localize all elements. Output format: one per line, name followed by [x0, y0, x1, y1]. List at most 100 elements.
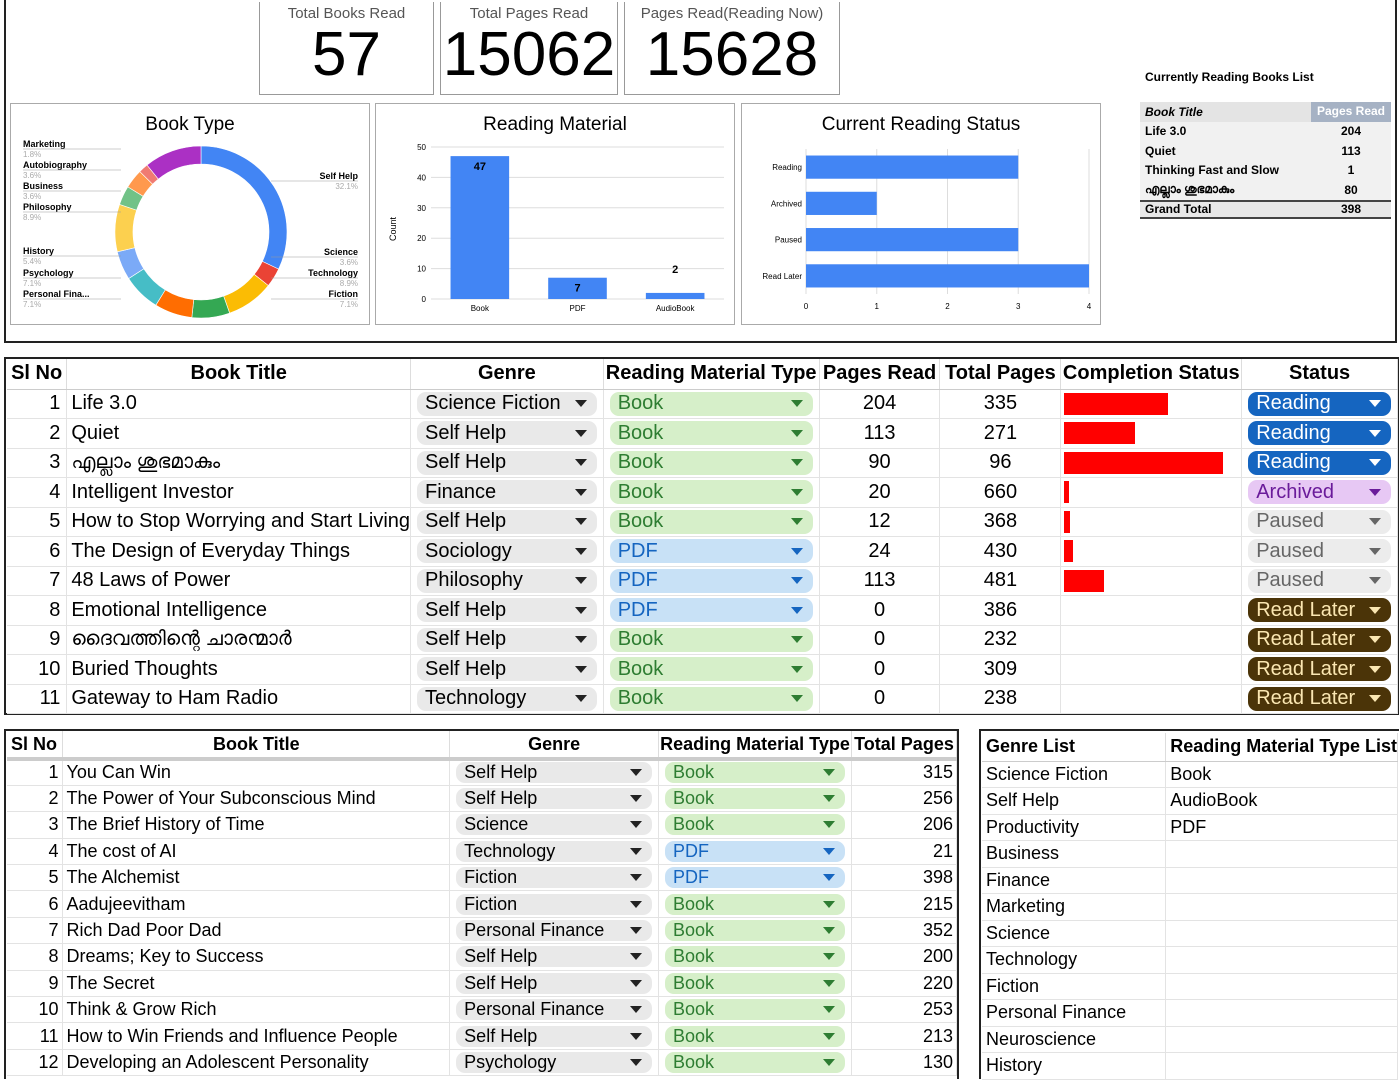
chevron-down-icon[interactable] — [630, 1006, 643, 1014]
genre-dropdown[interactable]: Personal Finance — [456, 999, 653, 1021]
chevron-down-icon[interactable] — [630, 927, 643, 935]
chevron-down-icon[interactable] — [574, 606, 587, 614]
material-type-dropdown[interactable]: Book — [665, 920, 845, 942]
pages-read-cell[interactable]: 0 — [819, 595, 941, 626]
genre-dropdown[interactable]: Philosophy — [417, 568, 597, 593]
chevron-down-icon[interactable] — [823, 979, 835, 987]
genre-list-item[interactable]: Self Help — [982, 787, 1167, 815]
book-title-cell[interactable]: ദൈവത്തിന്റെ ചാരന്മാർ — [66, 625, 412, 655]
material-type-dropdown[interactable]: PDF — [665, 867, 845, 889]
pages-read-cell[interactable]: 113 — [819, 566, 941, 596]
genre-list-item[interactable]: Science Fiction — [982, 761, 1167, 788]
genre-list-item[interactable]: Business — [982, 840, 1167, 868]
material-type-list-item[interactable] — [1165, 946, 1398, 974]
material-type-list-item[interactable]: PDF — [1165, 814, 1398, 841]
book-title-cell[interactable]: Aadujeevitham — [62, 890, 451, 918]
bar[interactable] — [806, 264, 1089, 288]
book-title-cell[interactable]: 48 Laws of Power — [66, 566, 412, 596]
genre-dropdown[interactable]: Science Fiction — [417, 391, 597, 416]
donut-slice[interactable] — [114, 204, 137, 253]
col-header[interactable]: Genre — [449, 731, 660, 761]
total-pages-cell[interactable]: 238 — [939, 684, 1062, 714]
pages-read-cell[interactable]: 20 — [819, 477, 941, 508]
chevron-down-icon[interactable] — [574, 577, 587, 585]
genre-dropdown[interactable]: Self Help — [417, 627, 597, 652]
col-header[interactable]: Sl No — [7, 731, 64, 761]
genre-dropdown[interactable]: Fiction — [456, 867, 653, 889]
chevron-down-icon[interactable] — [574, 459, 587, 467]
chevron-down-icon[interactable] — [790, 400, 803, 408]
book-title-cell[interactable]: എല്ലാം ശുഭമാകും — [66, 448, 412, 478]
chevron-down-icon[interactable] — [1369, 695, 1381, 703]
material-type-dropdown[interactable]: Book — [665, 762, 845, 784]
genre-dropdown[interactable]: Self Help — [417, 450, 597, 475]
genre-dropdown[interactable]: Self Help — [456, 972, 653, 994]
chevron-down-icon[interactable] — [630, 769, 643, 777]
material-type-dropdown[interactable]: Book — [665, 814, 845, 836]
col-header[interactable]: Completion Status — [1060, 359, 1243, 390]
status-dropdown[interactable]: Read Later — [1248, 686, 1391, 711]
chevron-down-icon[interactable] — [823, 769, 835, 777]
col-header[interactable]: Genre List — [982, 733, 1167, 762]
total-pages-cell[interactable]: 213 — [851, 1022, 957, 1050]
material-type-list-item[interactable] — [1165, 999, 1398, 1027]
chevron-down-icon[interactable] — [574, 547, 587, 555]
chevron-down-icon[interactable] — [823, 1006, 835, 1014]
col-header[interactable]: Reading Material Type — [658, 731, 852, 761]
total-pages-cell[interactable]: 256 — [851, 785, 957, 813]
material-type-dropdown[interactable]: Book — [609, 391, 813, 416]
chevron-down-icon[interactable] — [630, 953, 643, 961]
chevron-down-icon[interactable] — [823, 874, 835, 882]
genre-list-item[interactable]: History — [982, 1052, 1167, 1080]
book-title-cell[interactable]: Intelligent Investor — [66, 477, 412, 508]
status-dropdown[interactable]: Archived — [1248, 480, 1391, 505]
genre-dropdown[interactable]: Self Help — [417, 509, 597, 534]
bar[interactable] — [450, 156, 510, 299]
book-title-cell[interactable]: Buried Thoughts — [66, 654, 412, 685]
donut-slice[interactable] — [200, 145, 288, 270]
chevron-down-icon[interactable] — [630, 979, 643, 987]
chevron-down-icon[interactable] — [1369, 636, 1381, 644]
chevron-down-icon[interactable] — [630, 847, 643, 855]
genre-dropdown[interactable]: Science — [456, 814, 653, 836]
genre-dropdown[interactable]: Self Help — [456, 788, 653, 810]
book-title-cell[interactable]: The Secret — [62, 970, 451, 998]
book-title-cell[interactable]: The Design of Everyday Things — [66, 536, 412, 567]
book-title-cell[interactable]: You Can Win — [62, 759, 451, 786]
total-pages-cell[interactable]: 253 — [851, 996, 957, 1024]
chevron-down-icon[interactable] — [1369, 488, 1381, 496]
chevron-down-icon[interactable] — [574, 695, 587, 703]
material-type-dropdown[interactable]: Book — [665, 1025, 845, 1047]
pages-read-cell[interactable]: 24 — [819, 536, 941, 567]
total-pages-cell[interactable]: 96 — [939, 448, 1062, 478]
chevron-down-icon[interactable] — [823, 900, 835, 908]
chevron-down-icon[interactable] — [823, 953, 835, 961]
status-dropdown[interactable]: Read Later — [1248, 598, 1391, 623]
material-type-dropdown[interactable]: Book — [665, 788, 845, 810]
pages-read-cell[interactable]: 0 — [819, 625, 941, 655]
chevron-down-icon[interactable] — [630, 900, 643, 908]
donut-slice[interactable] — [146, 145, 202, 180]
book-title-cell[interactable]: The Alchemist — [62, 864, 451, 892]
book-title-cell[interactable]: How to Win Friends and Influence People — [62, 1022, 451, 1050]
pages-read-cell[interactable]: 0 — [819, 654, 941, 685]
total-pages-cell[interactable]: 368 — [939, 507, 1062, 537]
genre-dropdown[interactable]: Sociology — [417, 539, 597, 564]
bar[interactable] — [548, 277, 607, 299]
book-title-cell[interactable]: Think & Grow Rich — [62, 996, 451, 1024]
chevron-down-icon[interactable] — [790, 459, 803, 467]
chevron-down-icon[interactable] — [790, 665, 803, 673]
genre-list-item[interactable]: Technology — [982, 946, 1167, 974]
chevron-down-icon[interactable] — [790, 518, 803, 526]
bar[interactable] — [645, 292, 705, 299]
status-dropdown[interactable]: Paused — [1248, 539, 1391, 564]
chevron-down-icon[interactable] — [1369, 547, 1381, 555]
total-pages-cell[interactable]: 21 — [851, 838, 957, 866]
genre-list-item[interactable]: Marketing — [982, 893, 1167, 921]
material-type-dropdown[interactable]: Book — [665, 946, 845, 968]
chevron-down-icon[interactable] — [574, 488, 587, 496]
chevron-down-icon[interactable] — [630, 821, 643, 829]
material-type-dropdown[interactable]: PDF — [609, 539, 813, 564]
total-pages-cell[interactable]: 220 — [851, 970, 957, 998]
chevron-down-icon[interactable] — [574, 636, 587, 644]
